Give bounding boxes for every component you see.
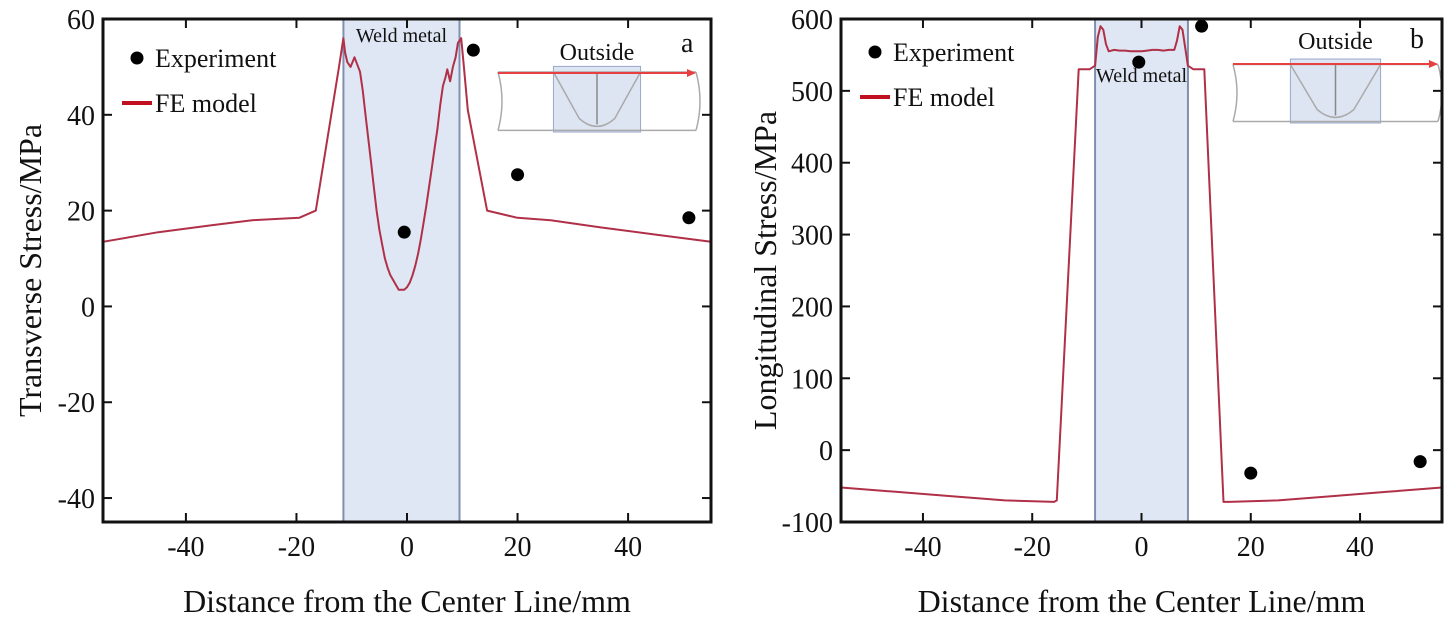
- y-tick-label: 400: [791, 149, 833, 180]
- x-tick-label: -40: [904, 532, 941, 563]
- experiment-point: [466, 43, 480, 57]
- y-tick-label: 600: [791, 5, 833, 36]
- panel-a-letter: a: [681, 28, 694, 59]
- experiment-point: [1195, 19, 1209, 33]
- legend-experiment-marker: [130, 51, 144, 65]
- y-tick-label: 200: [791, 292, 833, 323]
- fe-model-line: [102, 37, 712, 291]
- weld-region-label: Weld metal: [1096, 65, 1188, 87]
- weld-region: Weld metal: [1094, 18, 1189, 523]
- x-tick-label: 0: [400, 532, 414, 563]
- panel-a-marks: [102, 37, 712, 291]
- y-tick-label: -40: [58, 484, 95, 515]
- specimen-inset: Outside: [1232, 29, 1443, 124]
- x-tick-label: 0: [1135, 532, 1149, 563]
- panel-b-ticks: -40 -20 0 20 40 600 500 400 300 200 100 0 -100: [782, 5, 1442, 563]
- experiment-point: [511, 168, 525, 182]
- experiment-point: [1413, 455, 1427, 469]
- panel-b-x-axis-label: Distance from the Center Line/mm: [918, 583, 1366, 619]
- panel-b-y-axis-label: Longitudinal Stress/MPa: [747, 111, 783, 430]
- y-tick-label: 300: [791, 221, 833, 252]
- experiment-point: [1244, 466, 1258, 480]
- y-tick-label: 40: [67, 101, 95, 132]
- y-tick-label: 20: [67, 197, 95, 228]
- legend-experiment-label: Experiment: [893, 38, 1015, 67]
- panel-a-plot-frame: [101, 17, 713, 524]
- y-tick-label: 100: [791, 364, 833, 395]
- x-tick-label: 20: [1237, 532, 1265, 563]
- x-tick-label: -20: [278, 532, 315, 563]
- fe-model-line: [840, 25, 1443, 503]
- x-tick-label: -40: [167, 532, 204, 563]
- weld-region-band: [1094, 18, 1189, 523]
- experiment-point: [682, 211, 696, 225]
- legend-fe-model-label: FE model: [155, 89, 257, 118]
- panel-a-x-axis-label: Distance from the Center Line/mm: [183, 583, 631, 619]
- legend-experiment-label: Experiment: [155, 44, 277, 73]
- x-tick-label: 40: [1346, 532, 1374, 563]
- y-tick-label: 0: [819, 436, 833, 467]
- experiment-point: [397, 225, 411, 239]
- inset-outside-label: Outside: [560, 40, 635, 66]
- specimen-inset: Outside: [497, 40, 701, 133]
- y-tick-label: -20: [58, 388, 95, 419]
- panel-a: Weld metal Outside -40 -20 0 20 40 60 40 20 0 -20…: [12, 5, 713, 619]
- y-tick-label: 500: [791, 77, 833, 108]
- x-tick-label: -20: [1014, 532, 1051, 563]
- y-tick-label: 0: [81, 292, 95, 323]
- legend-experiment-marker: [868, 45, 882, 59]
- y-tick-label: -100: [782, 508, 833, 539]
- panel-b-marks: [840, 19, 1443, 503]
- legend-fe-model-label: FE model: [893, 83, 995, 112]
- panel-a-legend: Experiment FE model: [122, 44, 277, 118]
- experiment-point: [1132, 55, 1146, 69]
- x-tick-label: 40: [614, 532, 642, 563]
- panel-b-legend: Experiment FE model: [860, 38, 1015, 112]
- weld-region-label: Weld metal: [356, 25, 448, 47]
- y-tick-label: 60: [67, 5, 95, 36]
- panel-a-y-axis-label: Transverse Stress/MPa: [12, 124, 48, 417]
- x-tick-label: 20: [504, 532, 532, 563]
- panel-b-letter: b: [1410, 24, 1424, 55]
- panel-b-plot-frame: [839, 17, 1444, 524]
- inset-arrowhead-icon: [687, 69, 696, 77]
- panel-b: Weld metal Outside -40 -20 0 20 40 600 500 400 3…: [747, 5, 1444, 619]
- inset-outside-label: Outside: [1298, 29, 1373, 55]
- inset-arrowhead-icon: [1429, 60, 1438, 68]
